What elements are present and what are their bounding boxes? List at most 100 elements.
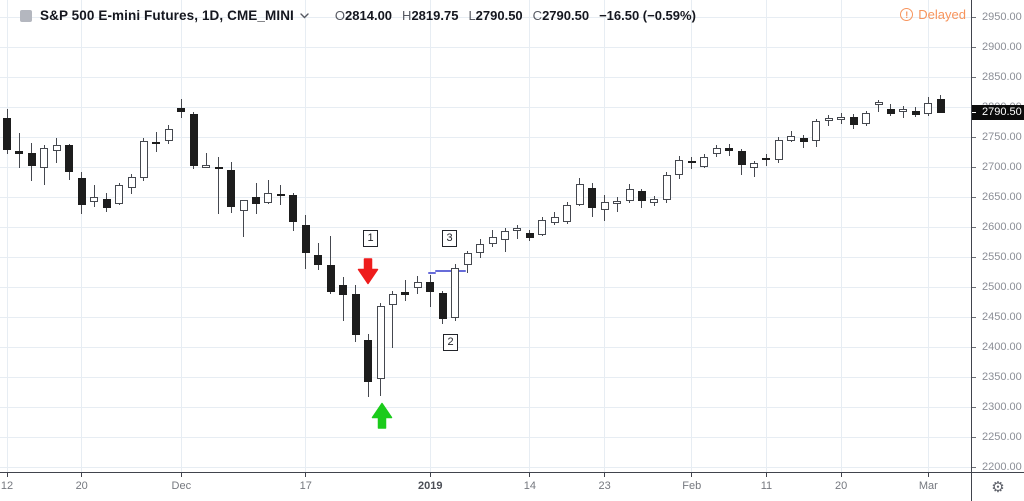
- price-gridline: [0, 46, 972, 48]
- price-axis-label: 2950.00: [982, 11, 1022, 23]
- candle: [936, 98, 945, 113]
- annotation-box[interactable]: 1: [363, 230, 378, 247]
- price-gridline: [0, 406, 972, 408]
- price-axis-tick: [972, 436, 976, 438]
- trendline[interactable]: [435, 269, 466, 272]
- candle-wick: [878, 99, 879, 113]
- candle: [675, 160, 684, 176]
- chart-canvas[interactable]: 1 2 3: [0, 0, 972, 473]
- time-axis-tick: [840, 473, 842, 477]
- time-axis-label: 14: [523, 480, 537, 492]
- candle: [501, 230, 509, 241]
- time-axis-tick: [81, 473, 83, 477]
- price-axis-label: 2200.00: [982, 461, 1022, 473]
- gear-icon[interactable]: ⚙: [991, 478, 1005, 496]
- candle: [662, 175, 671, 200]
- price-axis-tick: [972, 316, 976, 318]
- time-axis-tick: [429, 473, 431, 477]
- candle: [214, 167, 223, 169]
- price-axis-tick: [972, 196, 976, 198]
- time-axis-label: 12: [0, 480, 14, 492]
- annotation-box[interactable]: 3: [442, 230, 457, 247]
- symbol-logo-icon: [20, 9, 32, 22]
- time-axis-label: Feb: [682, 480, 702, 492]
- price-axis-label: 2700.00: [982, 161, 1022, 173]
- candle: [911, 110, 920, 115]
- ohlc-readout: O 2814.00 H 2819.75 L 2790.50 C 2790.50 −16.…: [335, 8, 706, 23]
- time-axis-label: 23: [598, 480, 611, 492]
- price-gridline: [0, 136, 972, 138]
- price-gridline: [0, 316, 972, 318]
- candle-wick: [218, 157, 220, 215]
- delayed-label: Delayed: [918, 7, 966, 22]
- candle: [538, 219, 547, 235]
- price-gridline: [0, 196, 972, 198]
- current-price-tick: [972, 112, 976, 114]
- price-axis-tick: [972, 376, 976, 378]
- candle: [289, 195, 298, 222]
- time-gridline: [765, 0, 767, 473]
- candle: [301, 225, 310, 254]
- time-axis-tick: [180, 473, 182, 477]
- candle: [314, 255, 323, 266]
- candle: [488, 236, 497, 244]
- candle: [127, 176, 136, 188]
- time-axis-label: 11: [760, 480, 773, 492]
- price-axis-tick: [972, 76, 976, 78]
- price-axis-label: 2850.00: [982, 71, 1022, 83]
- high-label: H: [402, 8, 412, 23]
- price-gridline: [0, 16, 972, 18]
- price-axis-tick: [972, 406, 976, 408]
- price-axis-tick: [972, 466, 976, 468]
- candle: [899, 108, 908, 113]
- candle-wick: [267, 180, 269, 205]
- chart-header: S&P 500 E-mini Futures, 1D, CME_MINI O 28…: [20, 8, 706, 23]
- candle: [65, 145, 74, 173]
- price-axis-tick: [972, 286, 976, 288]
- candle-wick: [753, 161, 755, 177]
- price-axis[interactable]: 2790.50 2950.002900.002850.002800.002750…: [971, 0, 1024, 473]
- delayed-badge[interactable]: ! Delayed: [900, 7, 966, 22]
- candle: [177, 108, 186, 112]
- price-gridline: [0, 256, 972, 258]
- down-arrow-icon[interactable]: [356, 257, 380, 290]
- open-label: O: [334, 8, 346, 23]
- price-gridline: [0, 106, 972, 108]
- chevron-down-icon[interactable]: [300, 12, 309, 19]
- change-value: −16.50 (−0.59%): [599, 8, 696, 23]
- time-gridline: [429, 0, 431, 473]
- symbol-title[interactable]: S&P 500 E-mini Futures, 1D, CME_MINI: [40, 8, 294, 23]
- candle: [326, 264, 335, 292]
- high-value: 2819.75: [411, 8, 459, 23]
- candle: [189, 114, 198, 166]
- time-axis-tick: [604, 473, 606, 477]
- candle: [339, 285, 348, 295]
- candle: [799, 138, 808, 143]
- candle: [625, 188, 634, 201]
- price-gridline: [0, 346, 972, 348]
- candle: [77, 178, 86, 206]
- price-axis-tick: [972, 136, 976, 138]
- candle: [613, 201, 622, 205]
- time-axis-label: 2019: [418, 480, 443, 492]
- candle-wick: [392, 290, 394, 349]
- time-axis-tick: [529, 473, 531, 477]
- time-axis[interactable]: 12 20 Dec 17 2019 14 23 Feb 11 20 Mar: [0, 472, 972, 501]
- time-axis-tick: [927, 473, 929, 477]
- candle: [426, 281, 435, 293]
- candle: [862, 113, 871, 124]
- candle: [712, 147, 721, 155]
- up-arrow-icon[interactable]: [370, 402, 394, 434]
- price-axis-tick: [972, 256, 976, 258]
- time-axis-tick: [691, 473, 693, 477]
- candle-wick: [516, 225, 518, 239]
- candle: [600, 202, 609, 211]
- trendline[interactable]: [428, 271, 436, 274]
- price-axis-tick: [972, 226, 976, 228]
- candle: [152, 141, 161, 145]
- candle: [202, 164, 211, 168]
- annotation-box[interactable]: 2: [443, 334, 458, 351]
- candle: [787, 136, 796, 141]
- candle: [737, 150, 746, 165]
- candle-wick: [93, 185, 95, 207]
